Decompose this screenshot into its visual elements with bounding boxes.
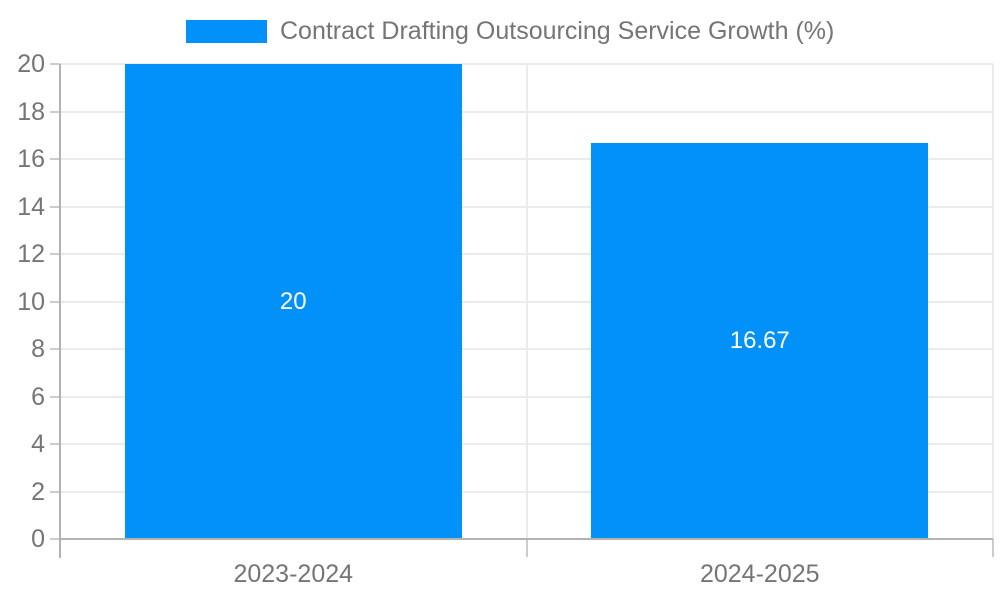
y-tick [50,253,60,255]
bar-value-label: 16.67 [729,327,790,355]
x-tick [525,539,528,557]
y-tick [50,348,60,350]
y-tick-label: 8 [31,335,45,363]
y-tick [50,490,60,493]
y-tick [50,538,60,540]
y-tick-label: 12 [17,240,45,268]
y-tick [50,395,60,398]
bar[interactable] [124,64,462,539]
y-tick [50,110,60,113]
y-tick [50,63,60,65]
bar[interactable] [591,143,929,539]
category-separator [992,64,994,539]
y-axis-line [59,64,61,558]
x-axis-line [60,538,993,540]
y-tick-label: 14 [17,192,45,221]
y-tick [50,443,60,445]
y-tick-label: 6 [31,382,45,411]
bar-value-label: 20 [279,287,307,315]
legend-swatch [186,20,267,43]
x-tick-label: 2024-2025 [699,560,820,588]
y-tick-label: 2 [31,477,45,506]
legend-label: Contract Drafting Outsourcing Service Gr… [280,17,835,45]
category-separator [525,64,528,539]
y-tick-label: 10 [17,287,45,316]
x-tick-label: 2023-2024 [233,560,354,588]
y-tick [50,205,60,208]
y-tick-label: 20 [17,50,45,78]
y-tick-label: 16 [17,145,45,173]
legend[interactable]: Contract Drafting Outsourcing Service Gr… [186,17,835,45]
y-tick [50,300,60,303]
y-tick [50,158,60,160]
y-tick-label: 4 [31,430,45,458]
y-tick-label: 18 [17,97,45,126]
x-tick [992,539,994,557]
y-tick-label: 0 [31,525,45,553]
